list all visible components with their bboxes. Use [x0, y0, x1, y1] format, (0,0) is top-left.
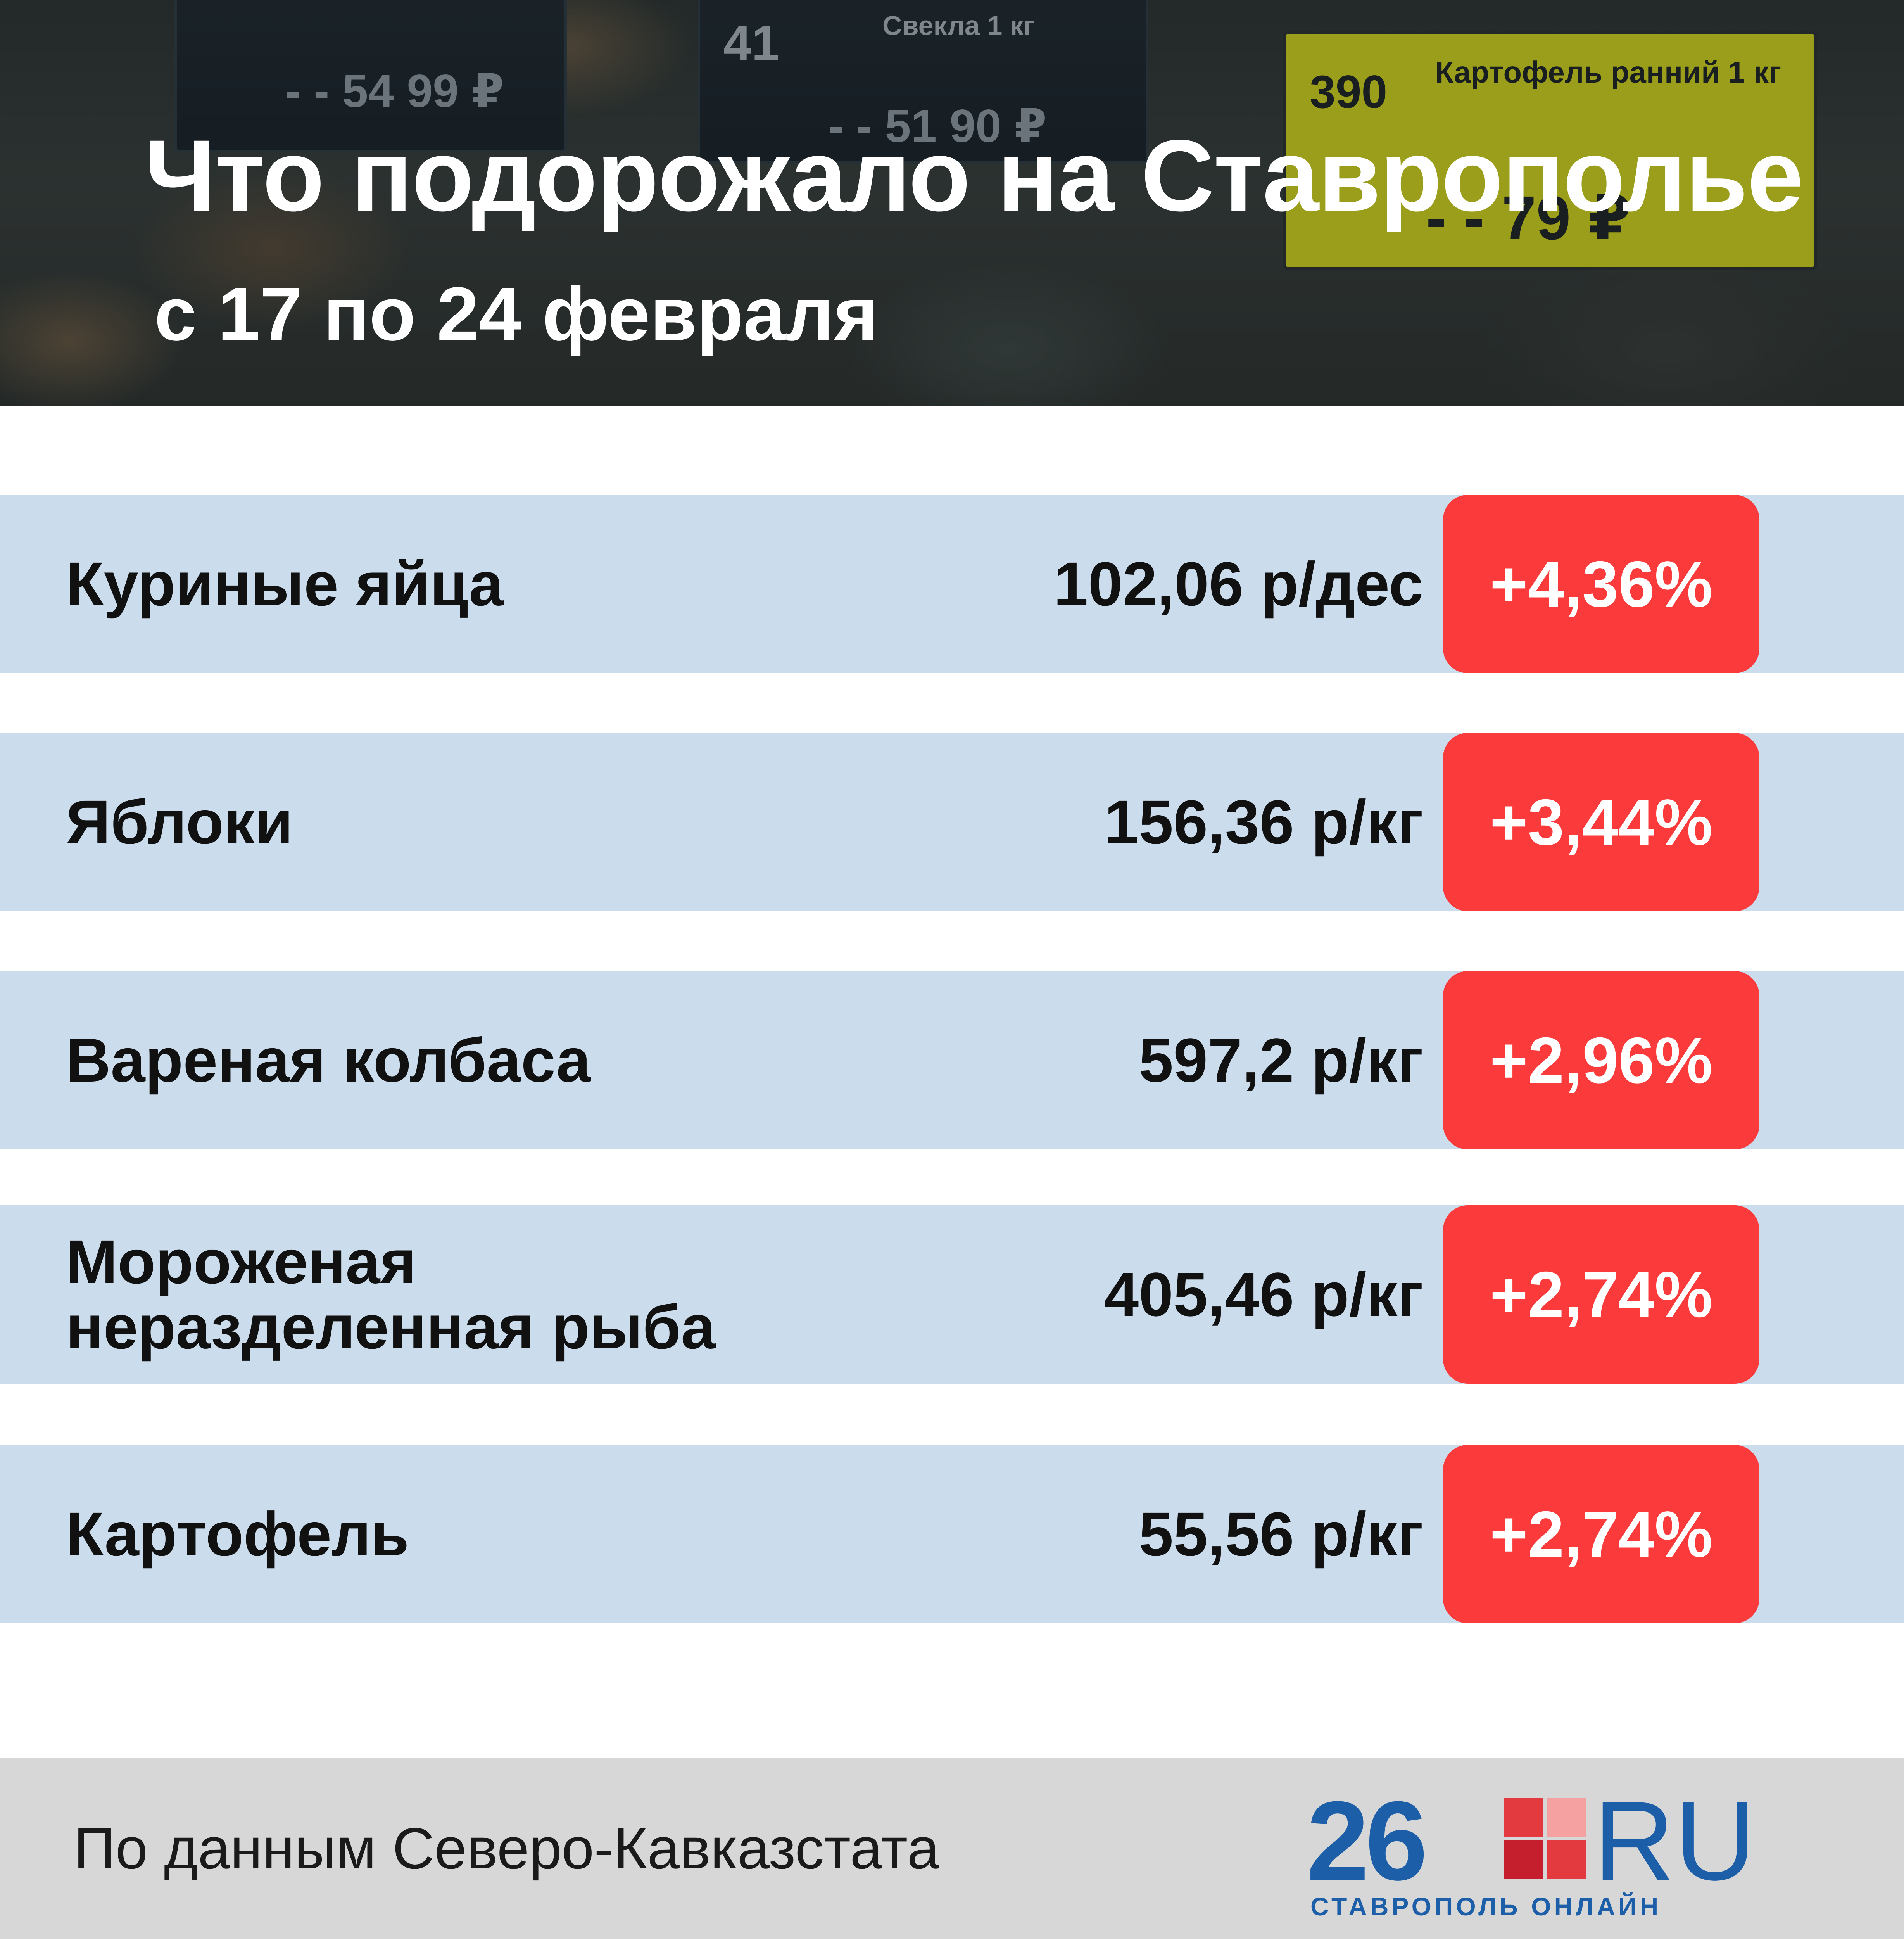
price-tag-right-price: - - 79 ₽ [1426, 183, 1631, 252]
change-badge: +2,96% [1443, 971, 1759, 1149]
header-overlay [0, 0, 1904, 406]
product-price: 597,2 р/кг [1139, 1025, 1423, 1095]
data-source: По данным Северо-Кавказстата [74, 1815, 939, 1881]
price-tag-right-label: Картофель ранний 1 кг [1435, 55, 1781, 89]
price-tag-right: 390 Картофель ранний 1 кг - - 79 ₽ [1283, 31, 1817, 270]
product-name: Яблоки [66, 787, 293, 857]
change-value: +3,44% [1490, 785, 1713, 859]
product-price: 55,56 р/кг [1139, 1499, 1423, 1569]
page-title: Что подорожало на Ставрополье [144, 119, 1804, 232]
product-name: Мороженая неразделенная рыба [66, 1227, 716, 1362]
change-value: +2,74% [1490, 1497, 1713, 1571]
list-item: Мороженая неразделенная рыба 405,46 р/кг… [0, 1205, 1904, 1384]
logo-plus-icon [1504, 1798, 1586, 1879]
change-badge: +2,74% [1443, 1445, 1759, 1623]
list-item: Куриные яйца 102,06 р/дес +4,36% [0, 495, 1904, 673]
price-tag-left: - - 54 99 ₽ [174, 0, 567, 152]
logo-domain: RU [1593, 1778, 1756, 1904]
change-value: +2,74% [1490, 1258, 1713, 1331]
logo-number: 26 [1307, 1778, 1428, 1904]
logo-tagline: СТАВРОПОЛЬ ОНЛАЙН [1310, 1892, 1662, 1921]
product-name: Вареная колбаса [66, 1025, 591, 1095]
product-price: 405,46 р/кг [1104, 1260, 1423, 1329]
footer: По данным Северо-Кавказстата 26 RU СТАВР… [0, 1758, 1904, 1939]
list-item: Вареная колбаса 597,2 р/кг +2,96% [0, 971, 1904, 1149]
list-item: Картофель 55,56 р/кг +2,74% [0, 1445, 1904, 1623]
change-badge: +4,36% [1443, 495, 1759, 673]
change-badge: +3,44% [1443, 733, 1759, 911]
logo-26ru: 26 RU СТАВРОПОЛЬ ОНЛАЙН [1307, 1785, 1760, 1924]
product-price: 102,06 р/дес [1053, 549, 1423, 619]
price-tag-center-price: - - 51 90 ₽ [828, 100, 1047, 152]
price-tag-center-number: 41 [723, 15, 780, 71]
change-value: +2,96% [1490, 1023, 1713, 1097]
price-tag-left-price: - - 54 99 ₽ [285, 65, 504, 117]
product-name: Картофель [66, 1499, 409, 1569]
product-price: 156,36 р/кг [1104, 787, 1423, 857]
page-subtitle: с 17 по 24 февраля [154, 271, 878, 356]
price-tag-center: 41 Свекла 1 кг - - 51 90 ₽ [698, 0, 1148, 164]
price-tag-center-label: Свекла 1 кг [882, 10, 1035, 41]
change-value: +4,36% [1490, 547, 1713, 620]
header-photo: - - 54 99 ₽ 41 Свекла 1 кг - - 51 90 ₽ 3… [0, 0, 1904, 406]
product-name: Куриные яйца [66, 549, 504, 619]
list-item: Яблоки 156,36 р/кг +3,44% [0, 733, 1904, 911]
change-badge: +2,74% [1443, 1205, 1759, 1384]
price-tag-right-number: 390 [1310, 66, 1388, 118]
